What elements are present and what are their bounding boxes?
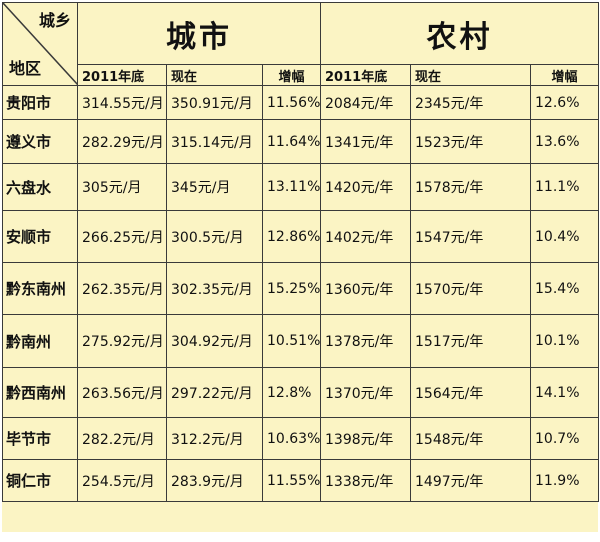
region-cell: 贵阳市 <box>2 85 78 120</box>
rural-now-cell: 2345元/年 <box>410 85 532 120</box>
table-row: 黔东南州 262.35元/月 302.35元/月 15.25% 1360元/年 1570元… <box>2 262 600 315</box>
rural-rate-cell: 11.9% <box>530 459 600 502</box>
urban-now-cell: 315.14元/月 <box>166 119 263 164</box>
rural-rate-cell: 10.1% <box>530 314 600 368</box>
rural-now-cell: 1497元/年 <box>410 459 532 502</box>
rural-2011-header: 2011年底 <box>320 64 412 86</box>
rural-now-cell: 1564元/年 <box>410 367 532 418</box>
rural-rate-cell: 12.6% <box>530 85 600 120</box>
rural-2011-cell: 1402元/年 <box>320 210 412 263</box>
region-cell: 黔东南州 <box>2 262 78 315</box>
rural-now-cell: 1517元/年 <box>410 314 532 368</box>
table-row: 遵义市 282.29元/月 315.14元/月 11.64% 1341元/年 1523元/… <box>2 119 600 164</box>
region-cell: 黔南州 <box>2 314 78 368</box>
urban-2011-cell: 266.25元/月 <box>77 210 167 263</box>
urban-2011-cell: 314.55元/月 <box>77 85 167 120</box>
rural-2011-cell: 2084元/年 <box>320 85 412 120</box>
urban-rate-cell: 11.56% <box>261 85 322 120</box>
table-row: 贵阳市 314.55元/月 350.91元/月 11.56% 2084元/年 2345元/… <box>2 85 600 120</box>
urban-now-cell: 304.92元/月 <box>166 314 263 368</box>
urban-rate-cell: 12.8% <box>261 367 322 418</box>
region-cell: 毕节市 <box>2 417 78 460</box>
diagonal-divider <box>3 3 77 85</box>
urban-rate-cell: 11.55% <box>261 459 322 502</box>
rural-now-header: 现在 <box>410 64 532 86</box>
urban-rate-cell: 10.63% <box>261 417 322 460</box>
region-cell: 六盘水 <box>2 163 78 211</box>
urban-now-header: 现在 <box>166 64 263 86</box>
rural-2011-cell: 1420元/年 <box>320 163 412 211</box>
rural-now-cell: 1523元/年 <box>410 119 532 164</box>
rural-rate-cell: 10.7% <box>530 417 600 460</box>
urban-now-cell: 283.9元/月 <box>166 459 263 502</box>
rural-2011-cell: 1338元/年 <box>320 459 412 502</box>
urban-2011-cell: 282.2元/月 <box>77 417 167 460</box>
table-row: 黔西南州 263.56元/月 297.22元/月 12.8% 1370元/年 1564元/… <box>2 367 600 418</box>
urban-rate-cell: 12.86% <box>261 210 322 263</box>
urban-rate-cell: 11.64% <box>261 119 322 164</box>
region-cell: 黔西南州 <box>2 367 78 418</box>
rural-rate-cell: 10.4% <box>530 210 600 263</box>
urban-2011-header: 2011年底 <box>77 64 167 86</box>
urban-2011-cell: 263.56元/月 <box>77 367 167 418</box>
urban-2011-cell: 275.92元/月 <box>77 314 167 368</box>
rural-2011-cell: 1398元/年 <box>320 417 412 460</box>
urban-2011-cell: 282.29元/月 <box>77 119 167 164</box>
urban-now-cell: 350.91元/月 <box>166 85 263 120</box>
rural-rate-cell: 13.6% <box>530 119 600 164</box>
rural-rate-cell: 15.4% <box>530 262 600 315</box>
rural-now-cell: 1570元/年 <box>410 262 532 315</box>
table-row: 黔南州 275.92元/月 304.92元/月 10.51% 1378元/年 1517元/… <box>2 314 600 368</box>
corner-header: 城乡 地区 <box>2 2 78 86</box>
urban-rate-cell: 13.11% <box>261 163 322 211</box>
urban-now-cell: 312.2元/月 <box>166 417 263 460</box>
rural-rate-cell: 11.1% <box>530 163 600 211</box>
rural-group-header: 农村 <box>320 2 600 65</box>
table-row: 安顺市 266.25元/月 300.5元/月 12.86% 1402元/年 1547元/年… <box>2 210 600 263</box>
urban-now-cell: 302.35元/月 <box>166 262 263 315</box>
rural-now-cell: 1548元/年 <box>410 417 532 460</box>
urban-now-cell: 297.22元/月 <box>166 367 263 418</box>
urban-2011-cell: 254.5元/月 <box>77 459 167 502</box>
urban-now-cell: 300.5元/月 <box>166 210 263 263</box>
rural-rate-header: 增幅 <box>530 64 600 86</box>
urban-rate-cell: 10.51% <box>261 314 322 368</box>
table-row: 六盘水 305元/月 345元/月 13.11% 1420元/年 1578元/年 11.1% <box>2 163 600 211</box>
urban-rate-cell: 15.25% <box>261 262 322 315</box>
rural-2011-cell: 1378元/年 <box>320 314 412 368</box>
rural-now-cell: 1547元/年 <box>410 210 532 263</box>
urban-rate-header: 增幅 <box>261 64 322 86</box>
rural-2011-cell: 1341元/年 <box>320 119 412 164</box>
urban-group-header: 城市 <box>76 2 322 65</box>
table-row: 铜仁市 254.5元/月 283.9元/月 11.55% 1338元/年 1497元/年 1… <box>2 459 600 502</box>
urban-2011-cell: 305元/月 <box>77 163 167 211</box>
rural-2011-cell: 1370元/年 <box>320 367 412 418</box>
rural-rate-cell: 14.1% <box>530 367 600 418</box>
allowance-table: 城乡 地区 城市 农村 2011年底 现在 增幅 2011年底 现在 增幅 贵阳… <box>2 2 600 502</box>
urban-now-cell: 345元/月 <box>166 163 263 211</box>
allowance-table-panel: 城乡 地区 城市 农村 2011年底 现在 增幅 2011年底 现在 增幅 贵阳… <box>2 2 600 532</box>
column-header-row: 2011年底 现在 增幅 2011年底 现在 增幅 <box>3 64 600 86</box>
urban-2011-cell: 262.35元/月 <box>77 262 167 315</box>
rural-2011-cell: 1360元/年 <box>320 262 412 315</box>
region-cell: 铜仁市 <box>2 459 78 502</box>
rural-now-cell: 1578元/年 <box>410 163 532 211</box>
region-cell: 遵义市 <box>2 119 78 164</box>
corner-label-top: 城乡 <box>38 11 71 30</box>
table-row: 毕节市 282.2元/月 312.2元/月 10.63% 1398元/年 1548元/年 1… <box>2 417 600 460</box>
region-cell: 安顺市 <box>2 210 78 263</box>
corner-label-bottom: 地区 <box>9 59 42 78</box>
group-header-row: 城乡 地区 城市 农村 <box>2 2 600 86</box>
